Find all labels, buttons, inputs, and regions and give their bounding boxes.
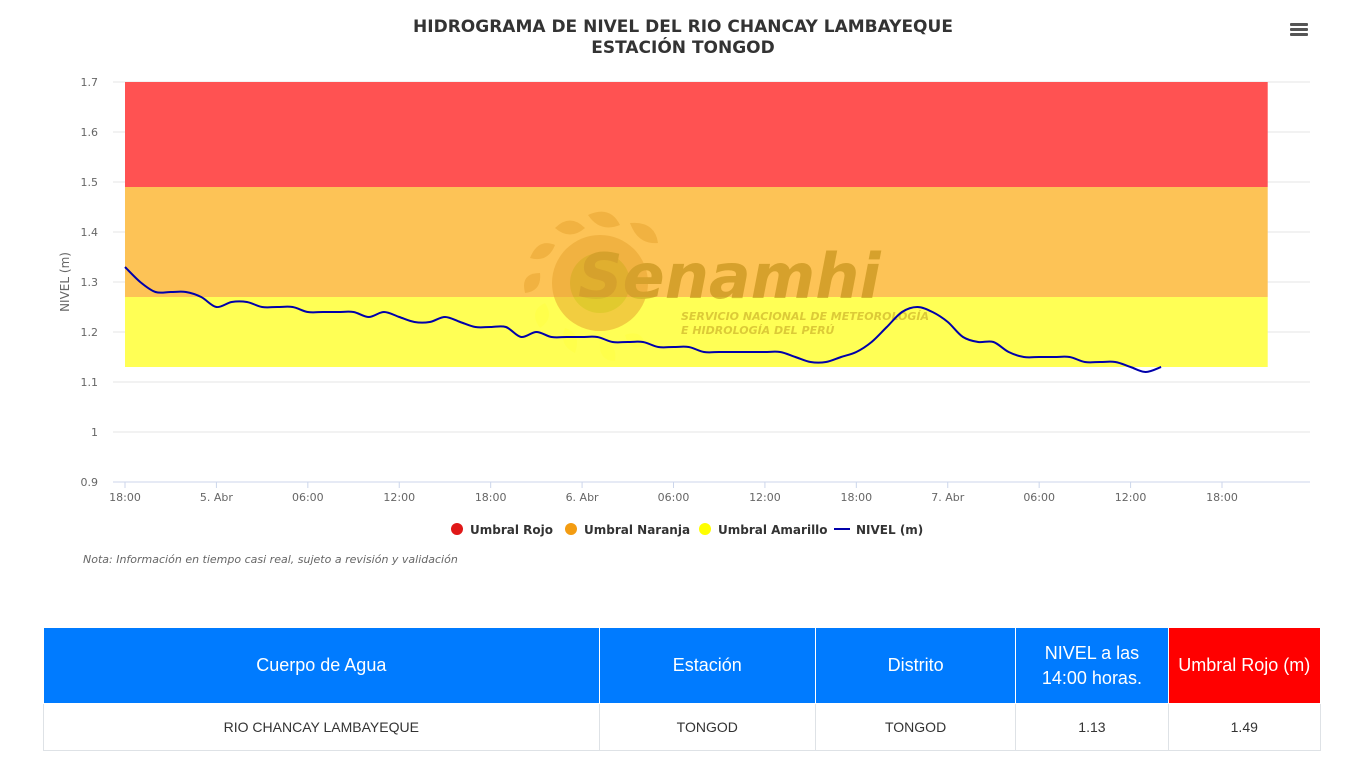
chart-note: Nota: Información en tiempo casi real, s… — [83, 553, 458, 566]
senamhi-sun-logo — [524, 211, 658, 361]
header-distrito: Distrito — [814, 628, 1017, 704]
x-tick-label: 12:00 — [1115, 491, 1147, 504]
y-tick-label: 1.1 — [81, 376, 99, 389]
chart-subtitle: ESTACIÓN TONGOD — [591, 36, 774, 58]
y-tick-label: 1.4 — [81, 226, 99, 239]
table-row: RIO CHANCAY LAMBAYEQUE TONGOD TONGOD 1.1… — [43, 703, 1322, 751]
x-tick-label: 06:00 — [658, 491, 690, 504]
y-tick-label: 1.7 — [81, 76, 99, 89]
legend-marker[interactable] — [699, 523, 711, 535]
header-umbral-rojo: Umbral Rojo (m) — [1167, 628, 1322, 704]
chart-legend[interactable]: Umbral Rojo Umbral Naranja Umbral Amarillo… — [451, 523, 923, 537]
y-axis-label: NIVEL (m) — [58, 252, 72, 312]
cell-distrito: TONGOD — [814, 703, 1017, 751]
hamburger-menu-icon[interactable] — [1287, 20, 1311, 40]
cell-umbral-rojo: 1.49 — [1167, 703, 1322, 751]
legend-marker[interactable] — [565, 523, 577, 535]
x-tick-label: 6. Abr — [566, 491, 599, 504]
x-tick-label: 5. Abr — [200, 491, 233, 504]
y-tick-label: 1.5 — [81, 176, 99, 189]
station-info-table: Cuerpo de Agua Estación Distrito NIVEL a… — [43, 628, 1322, 751]
x-tick-label: 7. Abr — [931, 491, 964, 504]
x-tick-label: 12:00 — [749, 491, 781, 504]
y-tick-label: 1.6 — [81, 126, 99, 139]
watermark-tagline-1: SERVICIO NACIONAL DE METEOROLOGÍA — [681, 310, 929, 323]
menu-bar — [1290, 28, 1308, 31]
hydrograph-chart: HIDROGRAMA DE NIVEL DEL RIO CHANCAY LAMB… — [58, 17, 1310, 566]
threshold-band-1 — [125, 187, 1268, 297]
threshold-band-2 — [125, 297, 1268, 367]
legend-item-label[interactable]: Umbral Naranja — [584, 523, 690, 537]
x-tick-label: 18:00 — [840, 491, 872, 504]
watermark-tagline-2: E HIDROLOGÍA DEL PERÚ — [681, 324, 835, 337]
legend-item-label[interactable]: NIVEL (m) — [856, 523, 923, 537]
y-tick-label: 1.3 — [81, 276, 99, 289]
legend-item-label[interactable]: Umbral Amarillo — [718, 523, 828, 537]
legend-item-label[interactable]: Umbral Rojo — [470, 523, 553, 537]
x-tick-label: 18:00 — [1206, 491, 1238, 504]
cell-estacion: TONGOD — [598, 703, 816, 751]
header-nivel: NIVEL a las 14:00 horas. — [1015, 628, 1169, 704]
menu-bar — [1290, 33, 1308, 36]
y-tick-label: 1.2 — [81, 326, 99, 339]
header-estacion: Estación — [598, 628, 816, 704]
watermark-brand: Senamhi — [578, 240, 881, 313]
x-tick-label: 18:00 — [109, 491, 141, 504]
x-tick-label: 06:00 — [292, 491, 324, 504]
cell-cuerpo-de-agua: RIO CHANCAY LAMBAYEQUE — [43, 703, 600, 751]
x-tick-label: 12:00 — [383, 491, 415, 504]
senamhi-watermark: Senamhi SERVICIO NACIONAL DE METEOROLOGÍ… — [524, 211, 929, 361]
header-cuerpo-de-agua: Cuerpo de Agua — [43, 628, 600, 704]
y-tick-label: 0.9 — [81, 476, 99, 489]
threshold-band-0 — [125, 82, 1268, 187]
menu-bar — [1290, 23, 1308, 26]
y-tick-label: 1 — [91, 426, 98, 439]
table-header-row: Cuerpo de Agua Estación Distrito NIVEL a… — [43, 628, 1322, 704]
legend-marker[interactable] — [451, 523, 463, 535]
chart-title: HIDROGRAMA DE NIVEL DEL RIO CHANCAY LAMB… — [413, 17, 953, 37]
x-tick-label: 18:00 — [475, 491, 507, 504]
cell-nivel: 1.13 — [1015, 703, 1169, 751]
x-tick-label: 06:00 — [1023, 491, 1055, 504]
nivel-series-line — [124, 266, 1162, 374]
